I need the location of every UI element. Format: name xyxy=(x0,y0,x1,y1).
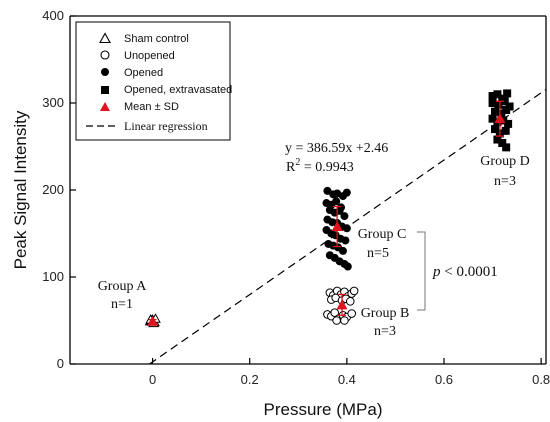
significance-bracket xyxy=(417,231,426,311)
unopened-point xyxy=(345,297,355,306)
group-b-label: Group B xyxy=(361,306,410,321)
group-c-label: Group C xyxy=(358,227,407,242)
mean-point xyxy=(494,113,506,124)
x-tick-label: 0.4 xyxy=(338,372,356,387)
unopened-point xyxy=(330,308,340,317)
x-tick-label: 0.6 xyxy=(435,372,453,387)
extravasated-point xyxy=(504,119,513,128)
opened-point xyxy=(343,262,352,271)
extravasated-point xyxy=(493,90,502,99)
opened-point xyxy=(332,197,341,206)
r2-letter: R xyxy=(286,160,296,175)
unopened-point xyxy=(347,309,357,318)
group-d-n: n=3 xyxy=(494,174,516,189)
extravasated-point xyxy=(497,109,506,118)
extravasated-point xyxy=(502,143,511,152)
extravasated-point xyxy=(500,97,509,106)
legend: Sham control Unopened Opened Opened, ext… xyxy=(75,21,232,141)
extravasated-point xyxy=(501,126,510,135)
extravasated-point xyxy=(488,99,497,107)
x-tick-label: 0.2 xyxy=(241,372,259,387)
legend-item-extravasated: Opened, extravasated xyxy=(101,84,232,96)
legend-item-unopened: Unopened xyxy=(100,50,175,62)
group-c-n: n=5 xyxy=(367,246,389,261)
y-tick-label: 100 xyxy=(42,269,64,284)
group-b-n: n=3 xyxy=(374,324,396,339)
legend-open-circle-icon xyxy=(100,50,110,60)
legend-label: Unopened xyxy=(124,50,175,62)
legend-item-regression: Linear regression xyxy=(86,119,208,133)
legend-label: Opened, extravasated xyxy=(124,84,232,96)
r2-value: = 0.9943 xyxy=(300,160,353,175)
x-tick-label: 0.8 xyxy=(532,372,550,387)
legend-label: Linear regression xyxy=(124,119,208,133)
legend-label: Opened xyxy=(124,67,163,79)
extravasated-point xyxy=(493,135,502,144)
y-axis-title: Peak Signal Intensity xyxy=(11,110,30,269)
mean-point xyxy=(336,299,348,310)
legend-filled-circle-icon xyxy=(101,68,109,76)
extravasated-point xyxy=(498,139,507,148)
legend-red-triangle-icon xyxy=(100,102,110,111)
opened-point xyxy=(342,224,351,233)
significance-label: p < 0.0001 xyxy=(432,264,498,280)
regression-equation: y = 386.59x +2.46 xyxy=(285,141,388,156)
p-letter: p xyxy=(432,264,441,280)
extravasated-point xyxy=(503,89,512,98)
x-tick-label: 0 xyxy=(149,372,156,387)
mean-point xyxy=(331,221,343,232)
y-tick-label: 0 xyxy=(57,356,64,371)
opened-point xyxy=(342,188,351,197)
legend-label: Sham control xyxy=(124,33,189,45)
unopened-point xyxy=(349,286,359,296)
y-tick-label: 300 xyxy=(42,95,64,110)
mean-point xyxy=(147,315,159,326)
unopened-point xyxy=(332,316,341,325)
data-layer xyxy=(144,89,514,328)
x-axis-title: Pressure (MPa) xyxy=(263,400,382,419)
legend-label: Mean ± SD xyxy=(124,101,179,113)
extravasated-point xyxy=(491,107,499,116)
ticks-layer: 0 100 200 300 400 0 0.2 0.4 0.6 0.8 xyxy=(42,8,550,387)
group-a-label: Group A xyxy=(98,279,148,294)
opened-point xyxy=(323,186,332,195)
extravasated-point xyxy=(502,105,511,114)
r2-superscript: 2 xyxy=(295,157,300,168)
p-value: < 0.0001 xyxy=(441,264,498,280)
legend-item-sham: Sham control xyxy=(99,32,189,45)
legend-item-mean-sd: Mean ± SD xyxy=(100,101,179,113)
opened-point xyxy=(341,236,350,245)
opened-point xyxy=(338,246,347,255)
y-tick-label: 400 xyxy=(42,8,64,23)
legend-open-triangle-icon xyxy=(99,32,111,44)
legend-filled-square-icon xyxy=(101,86,109,94)
legend-item-opened: Opened xyxy=(101,67,163,79)
opened-point xyxy=(340,212,349,221)
extravasated-point xyxy=(488,92,497,101)
extravasated-point xyxy=(491,125,499,134)
extravasated-point xyxy=(494,100,503,109)
regression-r2: R2 = 0.9943 xyxy=(286,157,354,175)
unopened-point xyxy=(340,316,349,325)
y-tick-label: 200 xyxy=(42,182,64,197)
group-a-n: n=1 xyxy=(111,297,133,312)
extravasated-point xyxy=(488,114,497,123)
group-d-label: Group D xyxy=(480,154,529,169)
